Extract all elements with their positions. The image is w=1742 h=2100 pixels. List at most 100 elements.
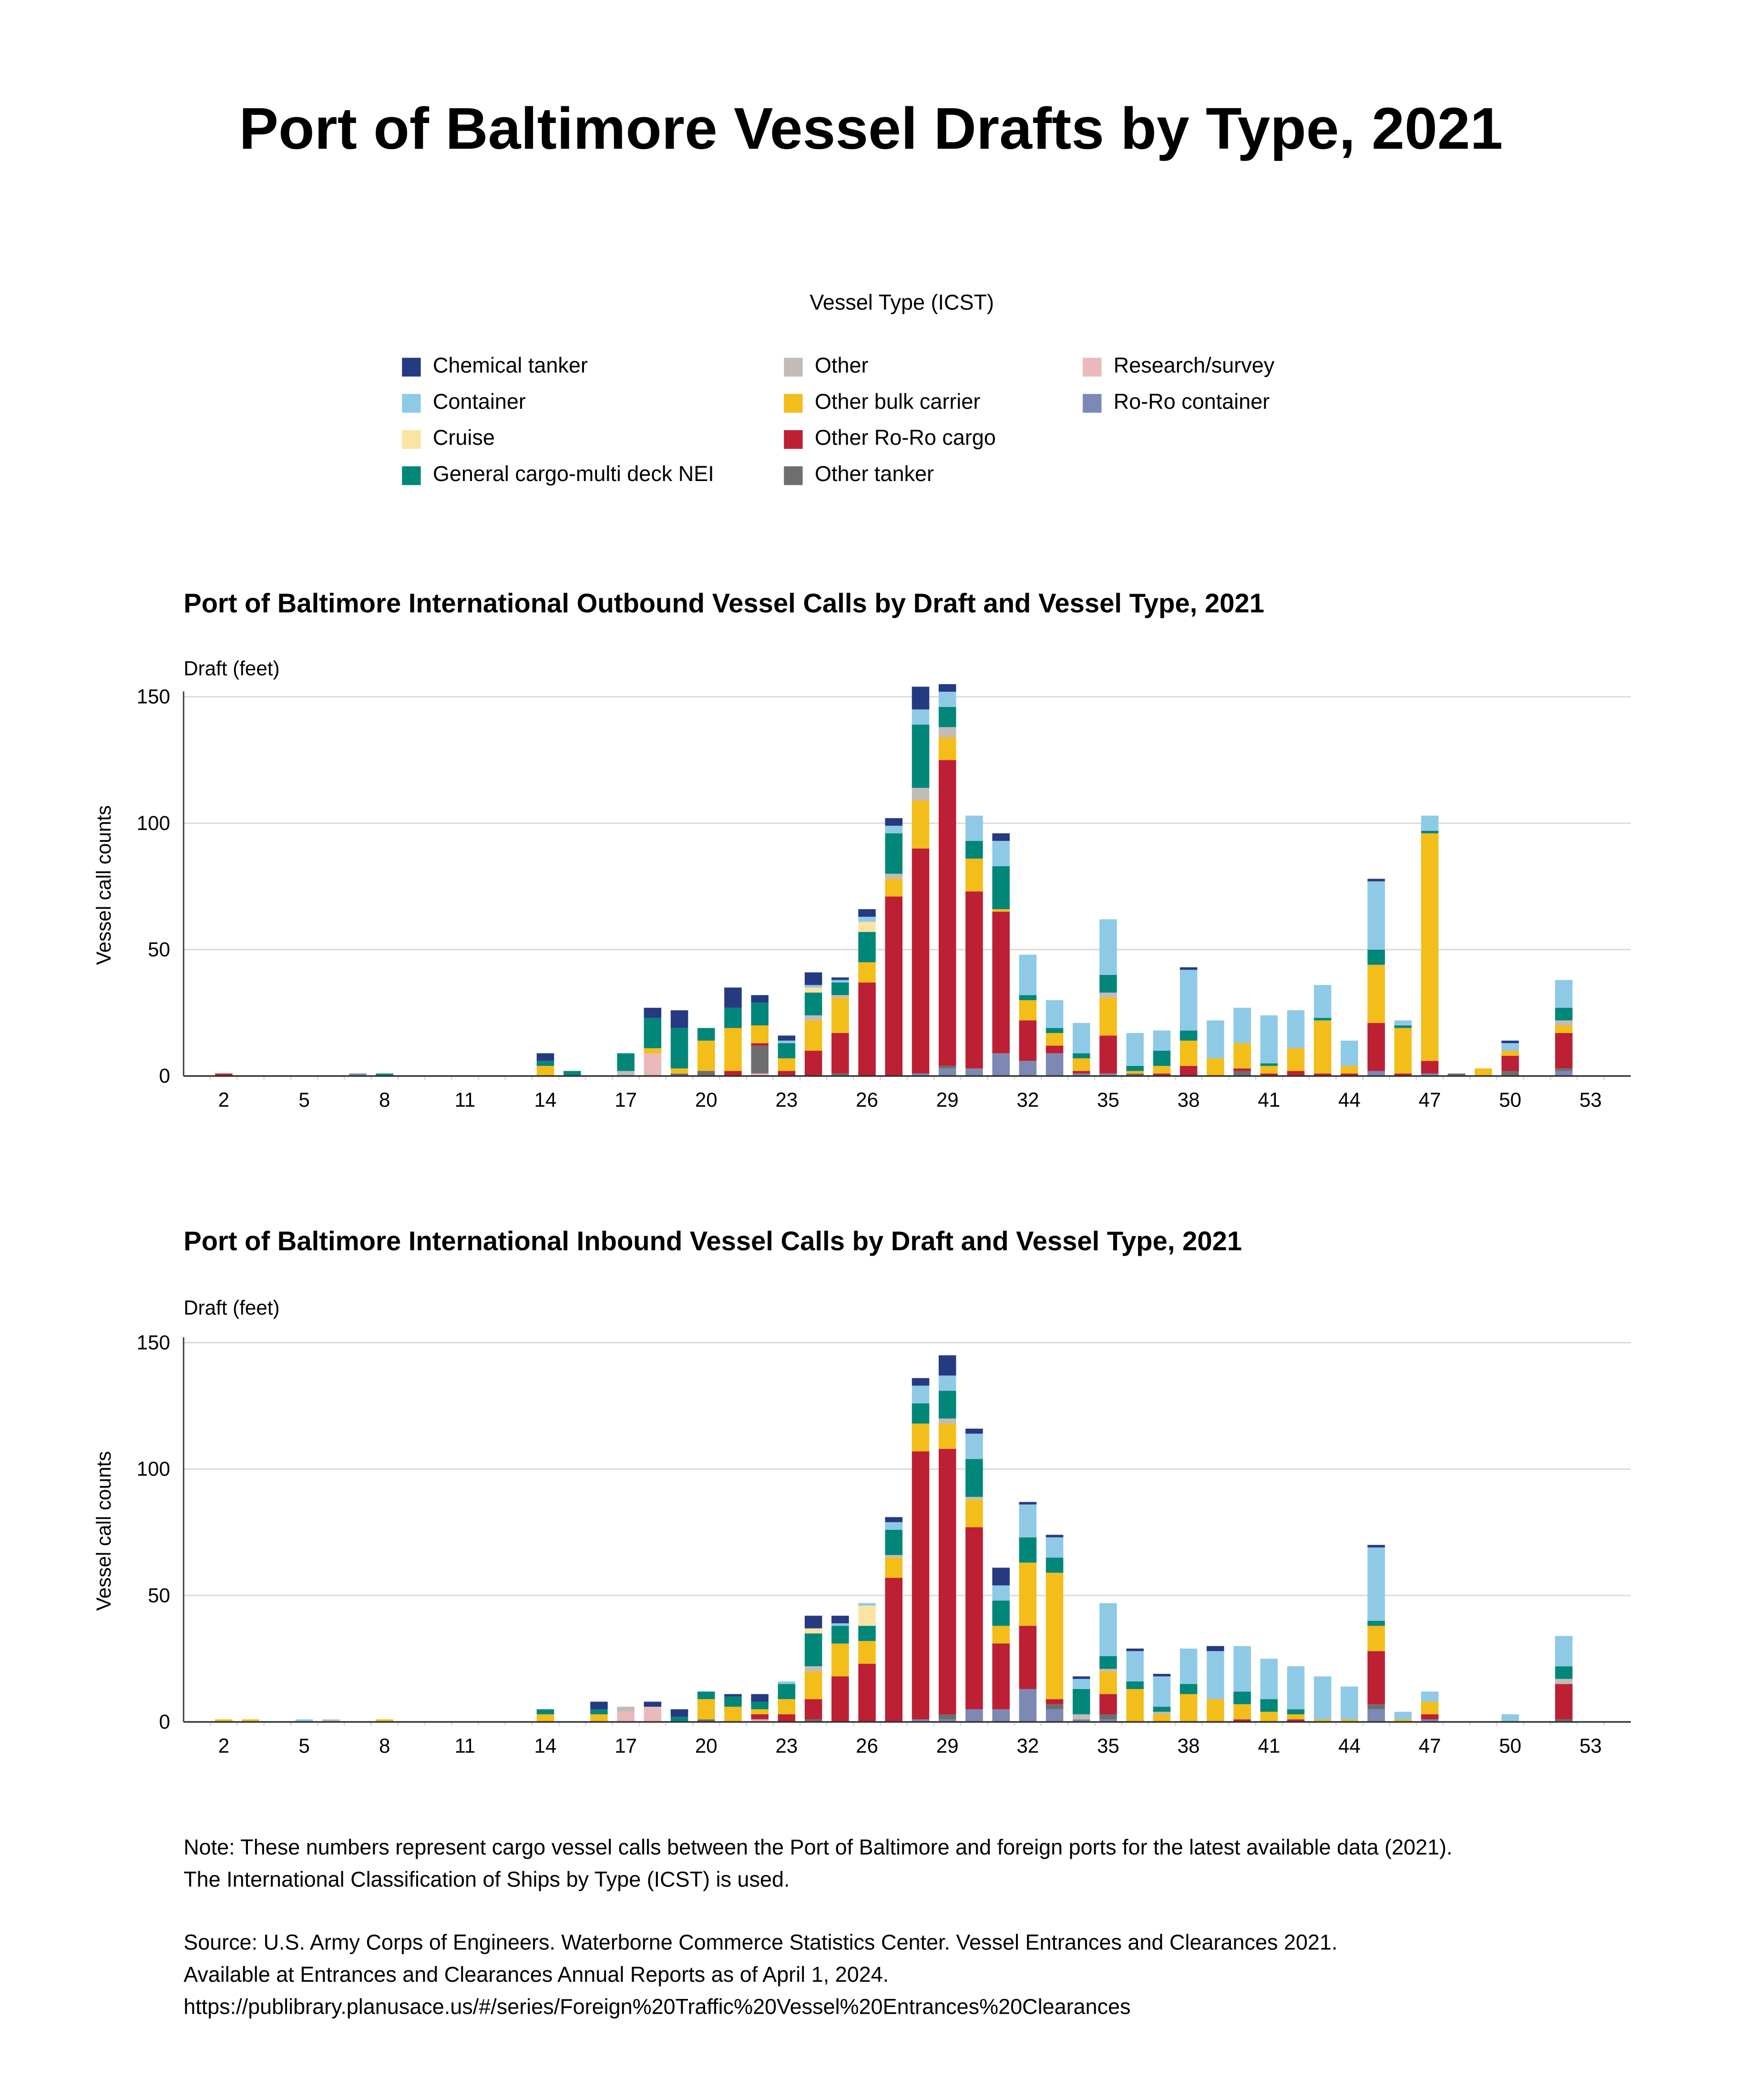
bar-segment (1367, 964, 1385, 1023)
bar-segment (1207, 1020, 1224, 1058)
bar-segment (912, 848, 930, 1074)
bar-segment (670, 1010, 688, 1028)
x-tick-label: 14 (534, 1735, 557, 1757)
bar-segment (1099, 997, 1117, 1036)
bar-segment (697, 1071, 715, 1076)
legend-label: Other Ro-Ro cargo (814, 427, 996, 450)
note-line: The International Classification of Ship… (184, 1869, 790, 1892)
bar-segment (1501, 1071, 1519, 1076)
legend-item[interactable]: General cargo-multi deck NEI (402, 457, 784, 493)
bar-segment (1153, 1676, 1171, 1707)
bar-segment (1045, 1000, 1064, 1028)
bar-segment (938, 1068, 956, 1076)
bar-segment (1555, 1684, 1573, 1720)
legend-item[interactable]: Other (784, 348, 1083, 385)
bar-segment (1179, 967, 1198, 970)
bar-segment (831, 1626, 849, 1644)
bar-segment (1179, 1030, 1198, 1041)
bar-segment (1179, 1040, 1198, 1066)
x-tick-label: 32 (1016, 1735, 1039, 1757)
x-tick-label: 8 (379, 1089, 390, 1111)
bar-segment (1073, 1071, 1090, 1074)
y-tick-label: 150 (137, 1331, 170, 1353)
bar-segment (1287, 1709, 1305, 1714)
bar-segment (670, 1709, 688, 1717)
bar-segment (965, 1496, 983, 1500)
bar-segment (751, 995, 769, 1003)
bar-segment (1394, 1719, 1412, 1722)
inbound-chart-title: Port of Baltimore International Inbound … (184, 1227, 1242, 1257)
bar-segment (1287, 1719, 1305, 1722)
legend-item[interactable]: Cruise (402, 421, 784, 457)
legend-item[interactable]: Research/survey (1083, 348, 1351, 385)
bar-segment (1099, 1714, 1117, 1720)
legend-swatch (1083, 393, 1102, 412)
bar-segment (992, 840, 1010, 866)
bar-segment (1045, 1535, 1064, 1537)
bar-segment (1099, 974, 1117, 993)
bar-segment (1421, 830, 1439, 833)
bar-segment (1367, 1620, 1385, 1626)
legend-item[interactable]: Other Ro-Ro cargo (784, 421, 1083, 457)
bar-segment (858, 932, 876, 963)
bar-segment (1099, 1669, 1117, 1671)
bar-segment (938, 1391, 956, 1419)
bar-segment (1421, 1719, 1439, 1722)
bar-segment (778, 1071, 796, 1076)
bar-segment (295, 1719, 313, 1722)
bar-segment (1394, 1020, 1412, 1026)
bar-segment (1367, 881, 1385, 950)
bar-segment (831, 1623, 849, 1626)
bar-segment (1126, 1651, 1144, 1682)
bar-segment (912, 1385, 930, 1403)
bar-segment (965, 815, 983, 841)
legend-item[interactable]: Other tanker (784, 457, 1083, 493)
bar-segment (376, 1073, 393, 1076)
bar-segment (965, 1434, 983, 1459)
bar-segment (1260, 1073, 1278, 1076)
legend-item[interactable]: Ro-Ro container (1083, 385, 1351, 421)
bar-segment (1367, 1709, 1385, 1722)
bar-segment (1287, 1010, 1305, 1048)
bar-segment (1099, 1719, 1117, 1722)
legend-item[interactable]: Chemical tanker (402, 348, 784, 385)
bar-segment (1313, 1073, 1332, 1076)
page-title: Port of Baltimore Vessel Drafts by Type,… (239, 96, 1503, 163)
bar-segment (804, 1671, 822, 1700)
x-tick-label: 53 (1579, 1089, 1602, 1111)
bar-segment (1099, 1073, 1117, 1076)
bar-segment (1019, 1504, 1037, 1537)
bar-segment (1179, 1694, 1198, 1722)
bar-segment (215, 1719, 233, 1722)
x-tick-label: 26 (856, 1735, 878, 1757)
bar-segment (1501, 1051, 1519, 1056)
bar-segment (831, 1033, 849, 1074)
bar-segment (858, 1641, 876, 1664)
inbound-chart: 0 50 100 150 2 5 8 11 14 17 20 23 26 29 32 35 38 41 44 47 50… (137, 1331, 1631, 1757)
bar-segment (1421, 815, 1439, 831)
bar-segment (912, 1719, 930, 1722)
bar-segment (885, 896, 903, 1076)
bar-segment (697, 1699, 715, 1720)
x-tick-label: 23 (775, 1089, 798, 1111)
bar-segment (858, 909, 876, 917)
source-link[interactable]: https://publibrary.planusace.us/#/series… (184, 1997, 1131, 2019)
bar-segment (1233, 1007, 1251, 1044)
legend-item[interactable]: Other bulk carrier (784, 385, 1083, 421)
legend-label: Research/survey (1113, 354, 1275, 378)
legend-item[interactable]: Container (402, 385, 784, 421)
y-tick-label: 0 (159, 1711, 170, 1733)
bar-segment (1207, 1058, 1224, 1076)
bar-segment (1019, 1689, 1037, 1722)
bar-segment (1153, 1073, 1171, 1076)
source: Source: U.S. Army Corps of Engineers. Wa… (184, 1928, 1337, 2025)
bar-segment (992, 909, 1010, 912)
bar-segment (590, 1701, 608, 1710)
bar-segment (912, 724, 930, 788)
bar-segment (1099, 1603, 1117, 1656)
bar-segment (1019, 995, 1037, 1000)
bar-segment (885, 1522, 903, 1530)
bar-segment (804, 1051, 822, 1076)
bar-segment (912, 788, 930, 801)
bar-segment (885, 1557, 903, 1578)
